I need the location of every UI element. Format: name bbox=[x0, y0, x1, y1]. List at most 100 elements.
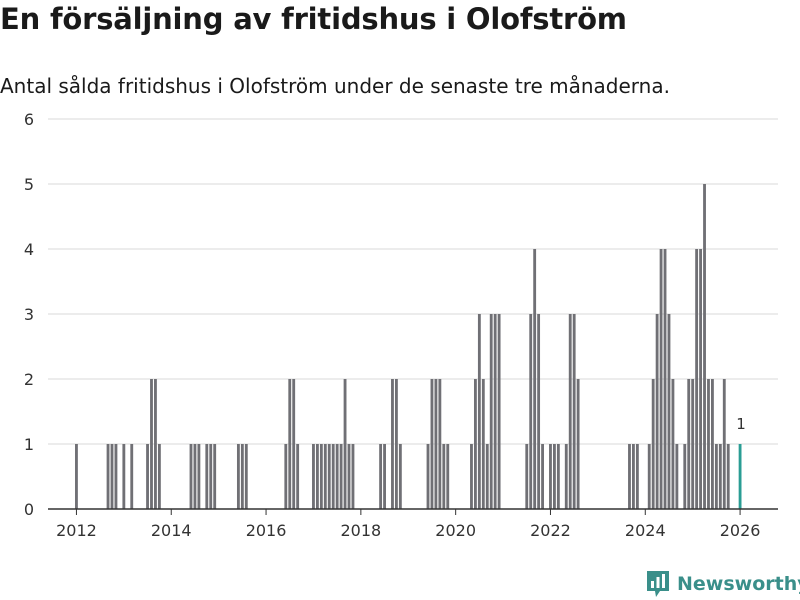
y-tick-label: 5 bbox=[24, 175, 34, 194]
bar bbox=[205, 444, 209, 509]
x-tick-label: 2026 bbox=[720, 521, 761, 540]
bar bbox=[489, 314, 493, 509]
bar bbox=[647, 444, 651, 509]
bar bbox=[292, 379, 296, 509]
bar bbox=[651, 379, 655, 509]
bar bbox=[572, 314, 576, 509]
bars bbox=[75, 184, 742, 509]
x-tick-label: 2018 bbox=[340, 521, 381, 540]
bar bbox=[193, 444, 197, 509]
bar bbox=[106, 444, 110, 509]
bar bbox=[711, 379, 714, 509]
bar bbox=[288, 379, 292, 509]
bar bbox=[430, 379, 434, 509]
bar bbox=[564, 444, 568, 509]
bar bbox=[379, 444, 383, 509]
x-tick-labels: 2012 2014 2016 2018 2020 2022 2024 2026 bbox=[56, 521, 760, 540]
bar bbox=[675, 444, 679, 509]
bar bbox=[632, 444, 635, 509]
bar bbox=[541, 444, 544, 509]
bar bbox=[434, 379, 438, 509]
bar bbox=[703, 184, 706, 509]
bar-chart-logo-icon bbox=[647, 571, 669, 597]
bar bbox=[438, 379, 442, 509]
bar bbox=[497, 314, 501, 509]
y-tick-label: 4 bbox=[24, 240, 34, 259]
y-tick-label: 1 bbox=[24, 435, 34, 454]
x-tick-label: 2024 bbox=[625, 521, 666, 540]
bar bbox=[485, 444, 489, 509]
bar bbox=[477, 314, 481, 509]
bar bbox=[699, 249, 702, 509]
bar bbox=[687, 379, 691, 509]
bar bbox=[695, 249, 699, 509]
bar bbox=[714, 444, 718, 509]
data-labels: 1 bbox=[736, 415, 746, 433]
bar bbox=[351, 444, 355, 509]
x-tick-label: 2014 bbox=[151, 521, 192, 540]
newsworthy-logo: Newsworthy bbox=[645, 568, 800, 600]
bar bbox=[213, 444, 217, 509]
bar bbox=[663, 249, 667, 509]
bar bbox=[315, 444, 319, 509]
bar bbox=[114, 444, 118, 509]
bar bbox=[296, 444, 300, 509]
x-tick-label: 2016 bbox=[246, 521, 287, 540]
bar bbox=[236, 444, 240, 509]
bar bbox=[146, 444, 149, 509]
bar bbox=[691, 379, 695, 509]
bar bbox=[667, 314, 671, 509]
bar bbox=[655, 314, 659, 509]
x-tick-label: 2022 bbox=[530, 521, 571, 540]
brand-name: Newsworthy bbox=[677, 573, 800, 595]
bar bbox=[130, 444, 134, 509]
bar bbox=[75, 444, 78, 509]
bar bbox=[339, 444, 343, 509]
y-tick-label: 3 bbox=[24, 305, 34, 324]
bar bbox=[284, 444, 288, 509]
bar bbox=[426, 444, 430, 509]
bar-latest bbox=[738, 444, 742, 509]
bar bbox=[394, 379, 398, 509]
bar bbox=[473, 379, 477, 509]
chart-subtitle: Antal sålda fritidshus i Olofström under… bbox=[0, 74, 670, 98]
bar bbox=[481, 379, 485, 509]
bar bbox=[327, 444, 331, 509]
bar bbox=[157, 444, 161, 509]
bar bbox=[383, 444, 386, 509]
bar bbox=[442, 444, 446, 509]
bar bbox=[533, 249, 537, 509]
bar bbox=[335, 444, 339, 509]
bar bbox=[707, 379, 710, 509]
bar bbox=[110, 444, 114, 509]
y-tick-label: 2 bbox=[24, 370, 34, 389]
bar bbox=[446, 444, 450, 509]
bar bbox=[659, 249, 663, 509]
bar bbox=[154, 379, 157, 509]
bar bbox=[398, 444, 402, 509]
bar bbox=[529, 314, 533, 509]
bar bbox=[197, 444, 201, 509]
bar bbox=[244, 444, 248, 509]
bar bbox=[718, 444, 722, 509]
bar bbox=[683, 444, 687, 509]
bar bbox=[189, 444, 193, 509]
bar bbox=[343, 379, 347, 509]
bar bbox=[312, 444, 315, 509]
bar bbox=[209, 444, 213, 509]
bar bbox=[671, 379, 675, 509]
bar bbox=[391, 379, 394, 509]
bar bbox=[525, 444, 529, 509]
bar-chart: 0 1 2 3 4 5 6 2012 2014 2016 2018 2020 2022 2024 2026… bbox=[24, 110, 778, 540]
bar bbox=[240, 444, 244, 509]
bar bbox=[493, 314, 497, 509]
bar bbox=[549, 444, 552, 509]
bar bbox=[319, 444, 323, 509]
x-tick-label: 2020 bbox=[435, 521, 476, 540]
bar bbox=[635, 444, 639, 509]
y-tick-label: 6 bbox=[24, 110, 34, 129]
bar bbox=[576, 379, 580, 509]
bar bbox=[726, 444, 730, 509]
bar bbox=[323, 444, 327, 509]
bar bbox=[552, 444, 556, 509]
